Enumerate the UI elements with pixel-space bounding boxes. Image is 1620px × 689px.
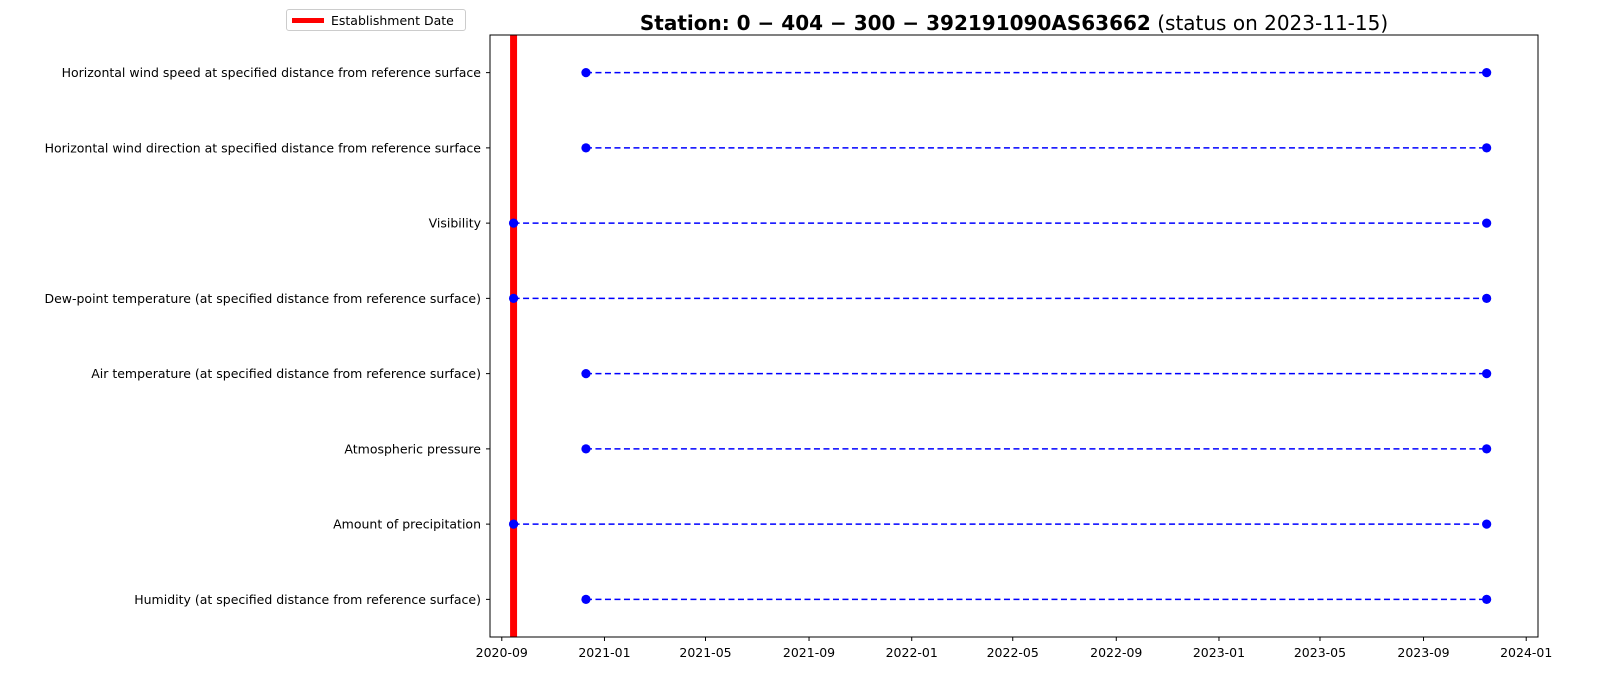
x-tick-label: 2023-09 <box>1397 645 1449 660</box>
legend-label-establishment: Establishment Date <box>331 13 454 28</box>
x-tick-label: 2022-09 <box>1090 645 1142 660</box>
series-start-marker <box>508 519 519 529</box>
x-tick-label: 2022-05 <box>987 645 1039 660</box>
series-end-marker <box>1482 519 1492 529</box>
series-end-marker <box>1482 218 1492 228</box>
y-tick-label: Air temperature (at specified distance f… <box>91 366 481 381</box>
series-start-marker <box>581 594 591 604</box>
legend-swatch-establishment <box>292 18 324 23</box>
series-end-marker <box>1482 594 1492 604</box>
series-start-marker <box>508 218 519 228</box>
series-end-marker <box>1482 293 1492 303</box>
series-start-marker <box>508 293 519 303</box>
y-tick-label: Visibility <box>429 216 482 231</box>
x-tick-label: 2022-01 <box>886 645 938 660</box>
series-start-marker <box>581 68 591 78</box>
y-tick-label: Dew-point temperature (at specified dist… <box>44 291 481 306</box>
y-tick-label: Amount of precipitation <box>333 517 481 532</box>
series-end-marker <box>1482 143 1492 153</box>
x-tick-label: 2021-01 <box>578 645 630 660</box>
y-tick-label: Horizontal wind speed at specified dista… <box>62 65 482 80</box>
series-end-marker <box>1482 444 1492 454</box>
x-tick-label: 2023-01 <box>1193 645 1245 660</box>
y-tick-label: Horizontal wind direction at specified d… <box>45 140 482 155</box>
x-tick-label: 2024-01 <box>1500 645 1552 660</box>
series-start-marker <box>581 369 591 379</box>
legend: Establishment Date <box>286 9 466 31</box>
y-tick-label: Humidity (at specified distance from ref… <box>134 592 481 607</box>
series-start-marker <box>581 143 591 153</box>
series-end-marker <box>1482 369 1492 379</box>
series-end-marker <box>1482 68 1492 78</box>
x-tick-label: 2023-05 <box>1294 645 1346 660</box>
x-tick-label: 2021-09 <box>783 645 835 660</box>
series-start-marker <box>581 444 591 454</box>
x-tick-label: 2021-05 <box>679 645 731 660</box>
chart-title: Station: 0 − 404 − 300 − 392191090AS6366… <box>490 11 1538 35</box>
y-tick-label: Atmospheric pressure <box>344 441 481 456</box>
x-tick-label: 2020-09 <box>476 645 528 660</box>
plot-frame <box>489 34 1539 638</box>
chart-title-station: Station: 0 − 404 − 300 − 392191090AS6366… <box>639 11 1151 35</box>
chart-title-status: (status on 2023-11-15) <box>1150 11 1389 35</box>
